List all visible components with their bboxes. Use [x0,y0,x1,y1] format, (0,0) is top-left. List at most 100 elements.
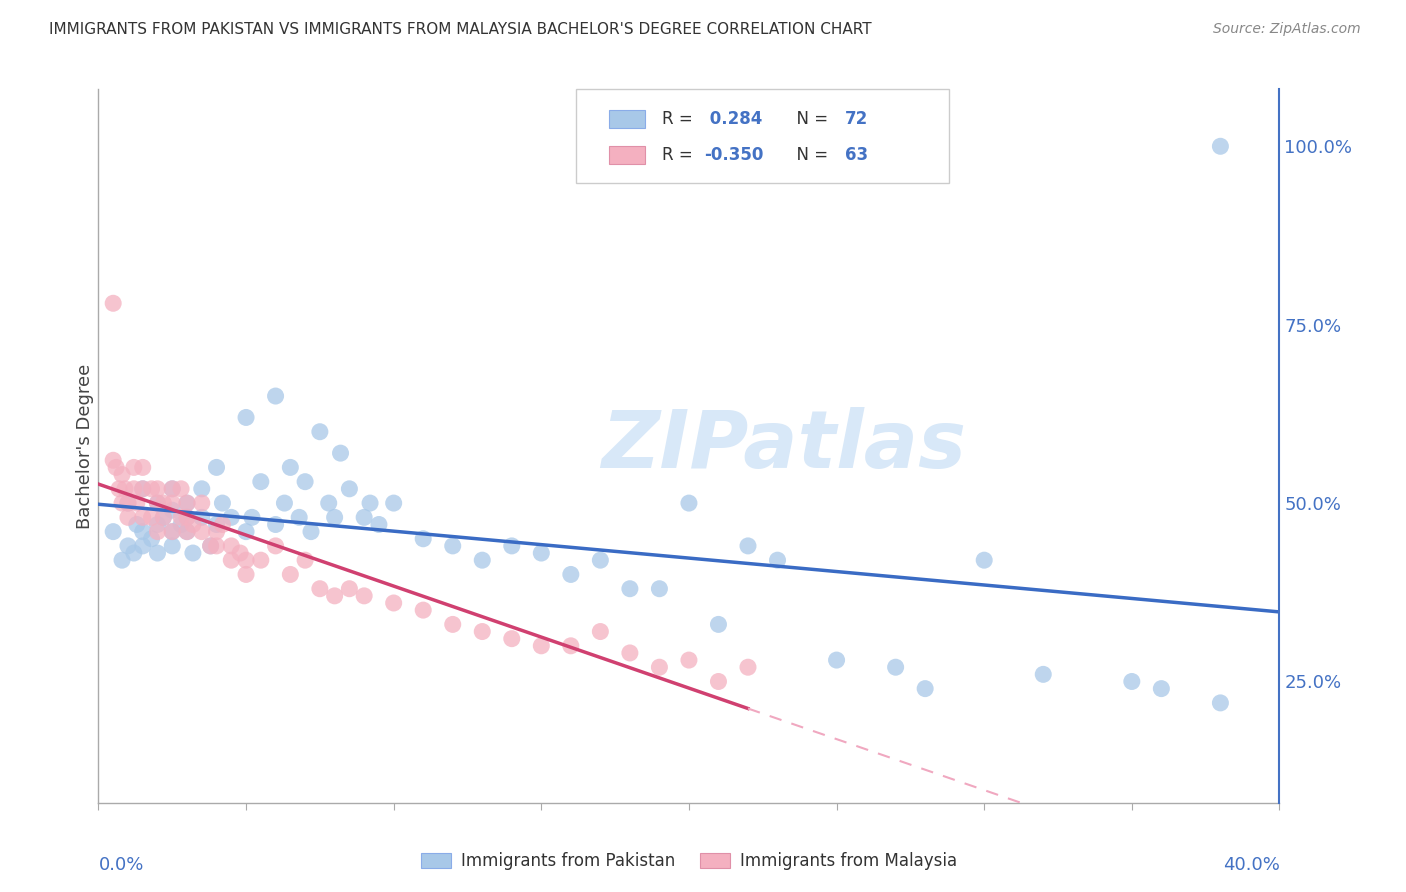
Point [368,517,391,532]
Point [162,503,183,517]
Point [122,460,145,475]
Text: 0.0%: 0.0% [98,856,143,874]
Point [105,460,128,475]
Point [211,496,233,510]
Point [914,681,936,696]
Point [132,539,155,553]
Point [288,510,311,524]
Point [176,510,198,524]
Point [264,389,287,403]
Point [382,596,405,610]
Point [323,589,346,603]
Point [323,510,346,524]
Point [191,524,214,539]
Point [318,496,340,510]
Point [441,539,464,553]
Point [560,639,582,653]
Point [240,510,263,524]
Point [111,467,134,482]
Point [530,546,553,560]
Point [471,624,494,639]
Point [973,553,995,567]
Point [205,524,228,539]
Point [170,482,193,496]
Point [103,453,125,467]
Text: R =: R = [662,145,699,163]
Point [114,482,136,496]
Point [353,589,375,603]
Point [339,582,361,596]
Point [221,553,243,567]
Point [191,482,214,496]
Point [250,553,273,567]
Point [200,539,222,553]
Point [678,496,700,510]
Point [117,496,139,510]
Point [162,524,183,539]
Point [825,653,848,667]
Point [170,510,193,524]
Point [146,496,169,510]
Text: -0.350: -0.350 [704,145,763,163]
Text: 63: 63 [845,145,868,163]
Point [471,553,494,567]
Point [329,446,352,460]
Point [162,482,183,496]
Point [200,539,222,553]
Point [294,475,316,489]
Point [176,524,198,539]
Point [235,567,257,582]
Point [111,496,134,510]
Point [1032,667,1054,681]
Point [141,510,163,524]
Point [211,517,233,532]
Legend: Immigrants from Pakistan, Immigrants from Malaysia: Immigrants from Pakistan, Immigrants fro… [415,846,963,877]
Point [309,582,332,596]
Point [146,482,169,496]
Text: Source: ZipAtlas.com: Source: ZipAtlas.com [1213,22,1361,37]
Text: ZIPatlas: ZIPatlas [600,407,966,485]
Point [221,510,243,524]
Point [170,517,193,532]
Text: N =: N = [786,145,834,163]
Point [162,496,183,510]
Point [1150,681,1173,696]
Point [141,482,163,496]
Point [117,539,139,553]
Point [108,482,131,496]
Text: N =: N = [786,110,834,128]
Point [273,496,295,510]
Y-axis label: Bachelor's Degree: Bachelor's Degree [76,363,94,529]
Point [1209,139,1232,153]
Text: 0.284: 0.284 [704,110,763,128]
Point [122,482,145,496]
Point [1121,674,1143,689]
Point [152,510,174,524]
Point [162,482,183,496]
Point [132,510,155,524]
Point [309,425,332,439]
Text: 40.0%: 40.0% [1223,856,1279,874]
Point [132,482,155,496]
Point [264,539,287,553]
Point [132,460,155,475]
Point [412,532,434,546]
Point [221,539,243,553]
Point [280,567,302,582]
Point [235,524,257,539]
Point [125,517,148,532]
Point [441,617,464,632]
Point [707,617,730,632]
Point [353,510,375,524]
Point [530,639,553,653]
Point [501,632,523,646]
Point [117,510,139,524]
Point [884,660,907,674]
Point [229,546,252,560]
Point [294,553,316,567]
Point [132,524,155,539]
Point [103,296,125,310]
Point [117,496,139,510]
Point [737,660,759,674]
Point [501,539,523,553]
